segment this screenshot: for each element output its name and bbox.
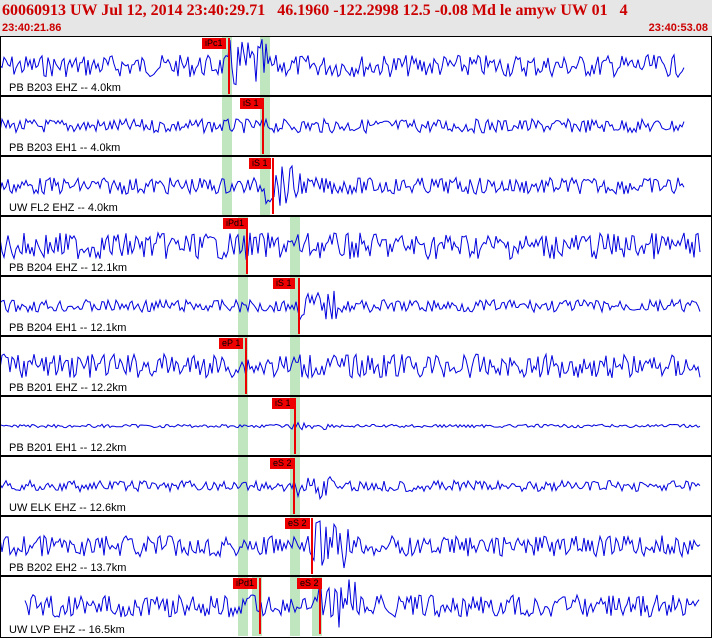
channel-panel-7[interactable]: UW ELK EHZ -- 12.6km (0, 456, 712, 516)
pick-window (312, 576, 322, 636)
start-time: 23:40:21.86 (2, 22, 62, 34)
waveform-trace (0, 352, 701, 380)
event-title: 60060913 UW Jul 12, 2014 23:40:29.71 46.… (2, 2, 628, 19)
channel-panel-9[interactable]: UW LVP EHZ -- 16.5km (0, 576, 712, 638)
waveform-trace (24, 579, 700, 628)
channel-label: PB B201 EH1 -- 12.2km (9, 442, 127, 454)
seismogram-canvas[interactable] (0, 36, 712, 638)
channel-panel-2[interactable]: UW FL2 EHZ -- 4.0km (0, 156, 712, 216)
channel-panel-3[interactable]: PB B204 EHZ -- 12.1km (0, 216, 712, 276)
pick-flag[interactable]: iPc1 (202, 38, 226, 49)
channel-label: PB B204 EH1 -- 12.1km (9, 322, 127, 334)
waveform-trace (0, 117, 685, 135)
pick-flag[interactable]: iPd1 (233, 578, 258, 589)
waveform-trace (0, 520, 701, 569)
pick-window (252, 576, 262, 636)
channel-panel-4[interactable]: PB B204 EH1 -- 12.1km (0, 276, 712, 336)
waveform-trace (0, 164, 685, 206)
channel-panel-8[interactable]: PB B202 EH2 -- 13.7km (0, 516, 712, 576)
pick-flag[interactable]: eS 2 (297, 578, 322, 589)
channel-label: PB B203 EH1 -- 4.0km (9, 142, 121, 154)
pick-window (222, 36, 232, 216)
waveform-trace (0, 475, 701, 501)
channel-label: PB B203 EHZ -- 4.0km (9, 82, 121, 94)
pick-flag[interactable]: iS 1 (249, 158, 271, 169)
pick-flag[interactable]: iPd1 (223, 218, 248, 229)
waveform-trace (0, 421, 701, 431)
pick-flag[interactable]: iS 1 (240, 98, 262, 109)
channel-panel-6[interactable]: PB B201 EH1 -- 12.2km (0, 396, 712, 456)
channel-label: UW LVP EHZ -- 16.5km (9, 624, 125, 636)
channel-label: PB B202 EH2 -- 13.7km (9, 562, 127, 574)
pick-flag[interactable]: eS 2 (270, 458, 295, 469)
channel-label: UW FL2 EHZ -- 4.0km (9, 202, 118, 214)
channel-panel-0[interactable]: PB B203 EHZ -- 4.0km (0, 36, 712, 96)
pick-flag[interactable]: iS 1 (273, 278, 295, 289)
waveform-trace (0, 290, 701, 321)
channel-label: UW ELK EHZ -- 12.6km (9, 502, 126, 514)
channel-panel-5[interactable]: PB B201 EHZ -- 12.2km (0, 336, 712, 396)
waveform-trace (0, 39, 685, 86)
channel-label: PB B204 EHZ -- 12.1km (9, 262, 127, 274)
pick-window (260, 36, 270, 216)
channel-panel-1[interactable]: PB B203 EH1 -- 4.0km (0, 96, 712, 156)
pick-flag[interactable]: eP 1 (219, 338, 244, 349)
waveform-trace (0, 231, 701, 261)
channel-label: PB B201 EHZ -- 12.2km (9, 382, 127, 394)
event-header: 60060913 UW Jul 12, 2014 23:40:29.71 46.… (0, 0, 712, 36)
end-time: 23:40:53.08 (648, 22, 708, 34)
pick-flag[interactable]: eS 2 (285, 518, 310, 529)
pick-flag[interactable]: iS 1 (272, 398, 294, 409)
channel-panels: PB B203 EHZ -- 4.0km PB B203 EH1 -- 4.0k… (0, 36, 712, 638)
